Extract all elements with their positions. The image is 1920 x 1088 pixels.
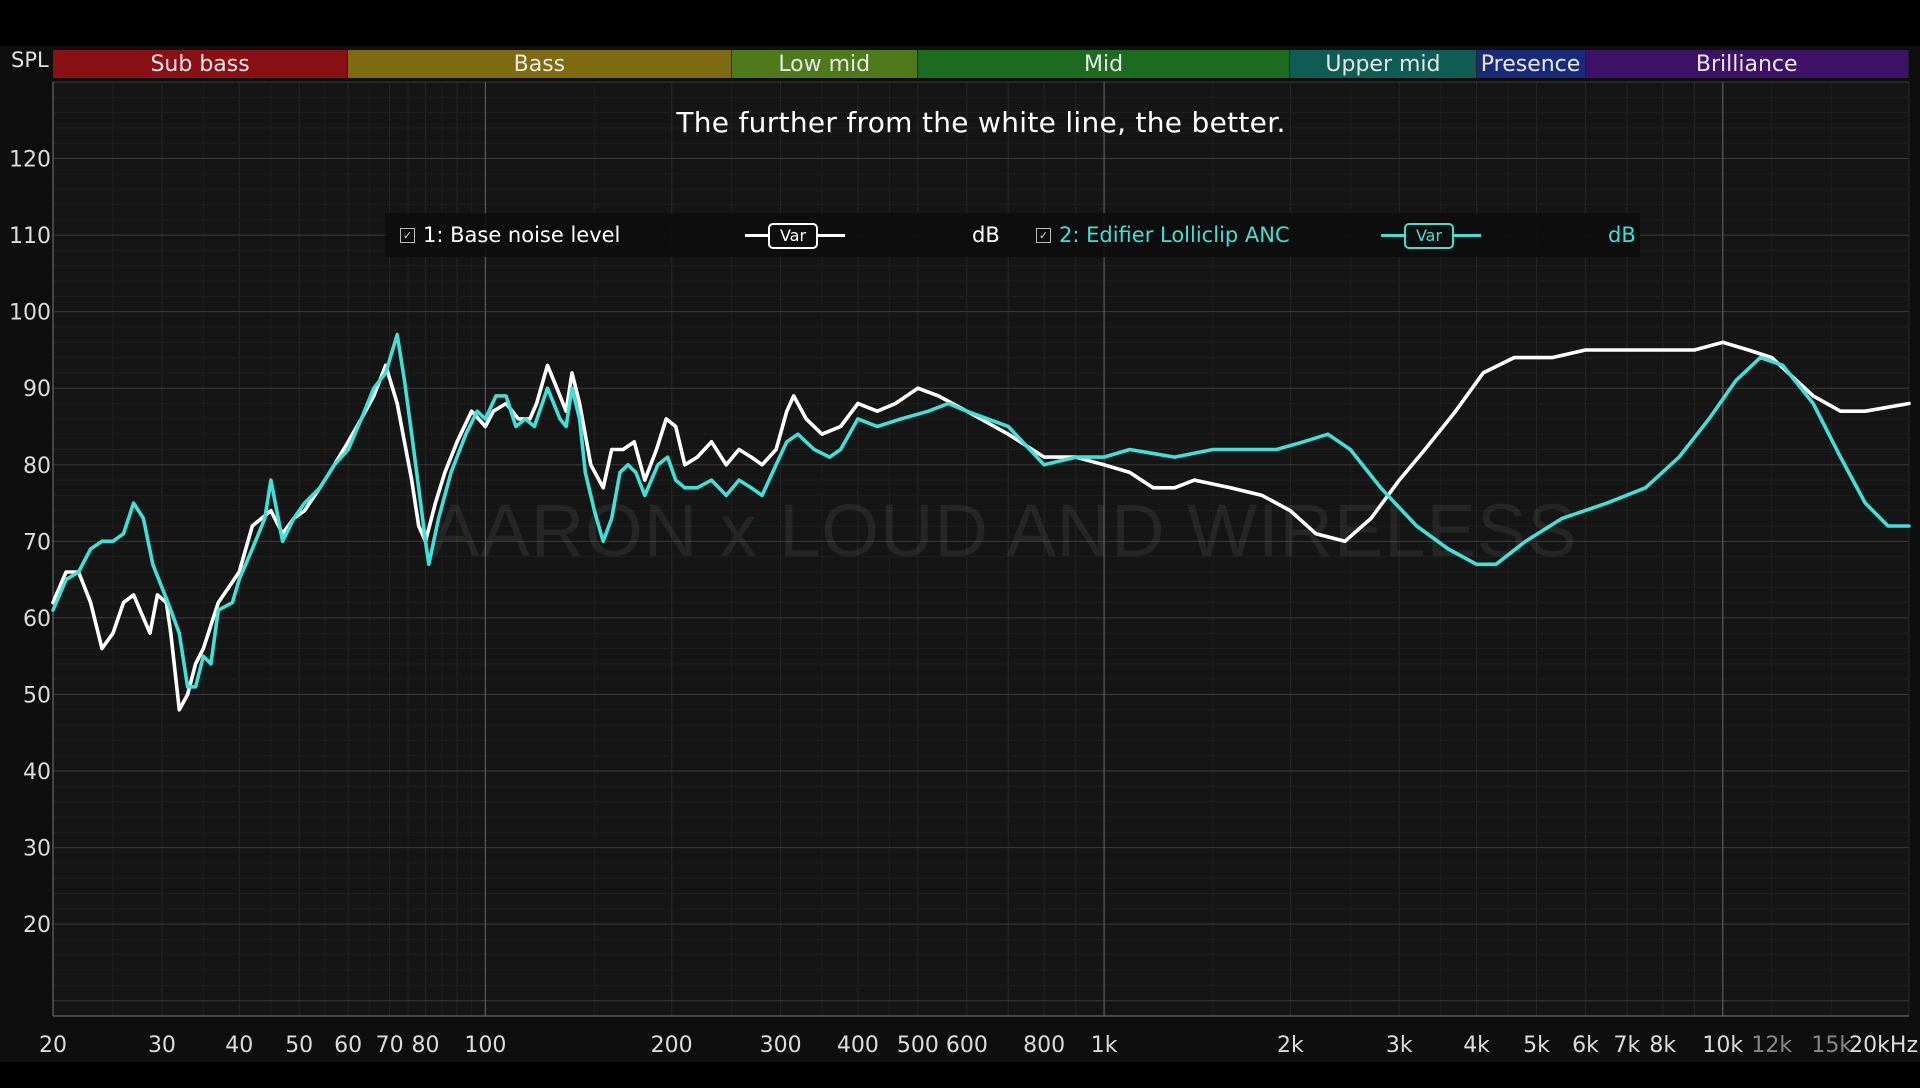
x-tick-label: 1k (1091, 1033, 1118, 1058)
band-presence: Presence (1476, 50, 1586, 78)
series-line-base-noise (51, 340, 1911, 712)
x-tick-label: 5k (1523, 1033, 1550, 1058)
x-tick-label: 40 (225, 1033, 253, 1058)
y-tick-label: 100 (9, 301, 51, 326)
y-tick-label: 40 (23, 760, 51, 785)
x-tick-label: 6k (1572, 1033, 1599, 1058)
x-tick-label: 50 (285, 1033, 313, 1058)
frequency-band-bar: Sub bass Bass Low mid Mid Upper mid Presence B… (53, 50, 1909, 78)
legend-label: 2: Edifier Lolliclip ANC (1059, 223, 1290, 247)
x-tick-label: 20kHz (1849, 1033, 1918, 1058)
x-tick-label: 800 (1023, 1033, 1065, 1058)
x-tick-label: 80 (411, 1033, 439, 1058)
x-tick-label: 600 (946, 1033, 988, 1058)
legend-item-edifier[interactable]: ✓ 2: Edifier Lolliclip ANC (1036, 213, 1290, 257)
band-low-mid: Low mid (731, 50, 918, 78)
smoothing-button[interactable]: Var (768, 223, 818, 249)
smoothing-selector[interactable]: Var (1381, 223, 1481, 249)
band-brilliance: Brilliance (1585, 50, 1909, 78)
smoothing-selector[interactable]: Var (745, 223, 845, 249)
band-upper-mid: Upper mid (1290, 50, 1477, 78)
x-tick-label: 100 (464, 1033, 506, 1058)
y-tick-label: 60 (23, 607, 51, 632)
y-tick-label: 20 (23, 913, 51, 938)
y-tick-label: 70 (23, 530, 51, 555)
x-tick-label: 10k (1702, 1033, 1743, 1058)
legend-label: 1: Base noise level (423, 223, 621, 247)
band-bass: Bass (348, 50, 732, 78)
watermark-text: AARON x LOUD AND WIRELESS (430, 489, 1578, 572)
x-tick-label: 12k (1751, 1033, 1792, 1058)
unit-label: dB (972, 223, 1000, 247)
checkbox-icon[interactable]: ✓ (400, 227, 415, 243)
x-tick-label: 7k (1614, 1033, 1641, 1058)
smoothing-button[interactable]: Var (1404, 223, 1454, 249)
bottom-letterbox (0, 1062, 1920, 1088)
x-tick-label: 30 (148, 1033, 176, 1058)
x-tick-label: 8k (1649, 1033, 1676, 1058)
legend-item-base-noise[interactable]: ✓ 1: Base noise level (400, 213, 620, 257)
y-tick-label: 30 (23, 837, 51, 862)
y-tick-label: 50 (23, 683, 51, 708)
series-line-edifier (51, 332, 1911, 689)
x-tick-label: 15k (1811, 1033, 1852, 1058)
x-tick-label: 2k (1277, 1033, 1304, 1058)
y-tick-label: 90 (23, 377, 51, 402)
legend-bar: ✓ 1: Base noise level Var dB ✓ 2: Edifie… (385, 213, 1640, 257)
x-tick-label: 60 (334, 1033, 362, 1058)
x-tick-label: 300 (760, 1033, 802, 1058)
x-tick-label: 500 (897, 1033, 939, 1058)
x-tick-label: 20 (39, 1033, 67, 1058)
y-tick-label: 120 (9, 148, 51, 173)
band-sub-bass: Sub bass (53, 50, 349, 78)
x-tick-label: 400 (837, 1033, 879, 1058)
x-tick-label: 70 (376, 1033, 404, 1058)
band-mid: Mid (917, 50, 1291, 78)
spl-axis-label: SPL (11, 48, 49, 72)
x-tick-label: 4k (1463, 1033, 1490, 1058)
x-tick-label: 3k (1386, 1033, 1413, 1058)
chart-subtitle: The further from the white line, the bet… (676, 106, 1286, 139)
top-letterbox (0, 0, 1920, 46)
y-tick-label: 80 (23, 454, 51, 479)
x-tick-label: 200 (651, 1033, 693, 1058)
y-tick-label: 110 (9, 224, 51, 249)
unit-label: dB (1608, 223, 1636, 247)
checkbox-icon[interactable]: ✓ (1036, 227, 1051, 243)
